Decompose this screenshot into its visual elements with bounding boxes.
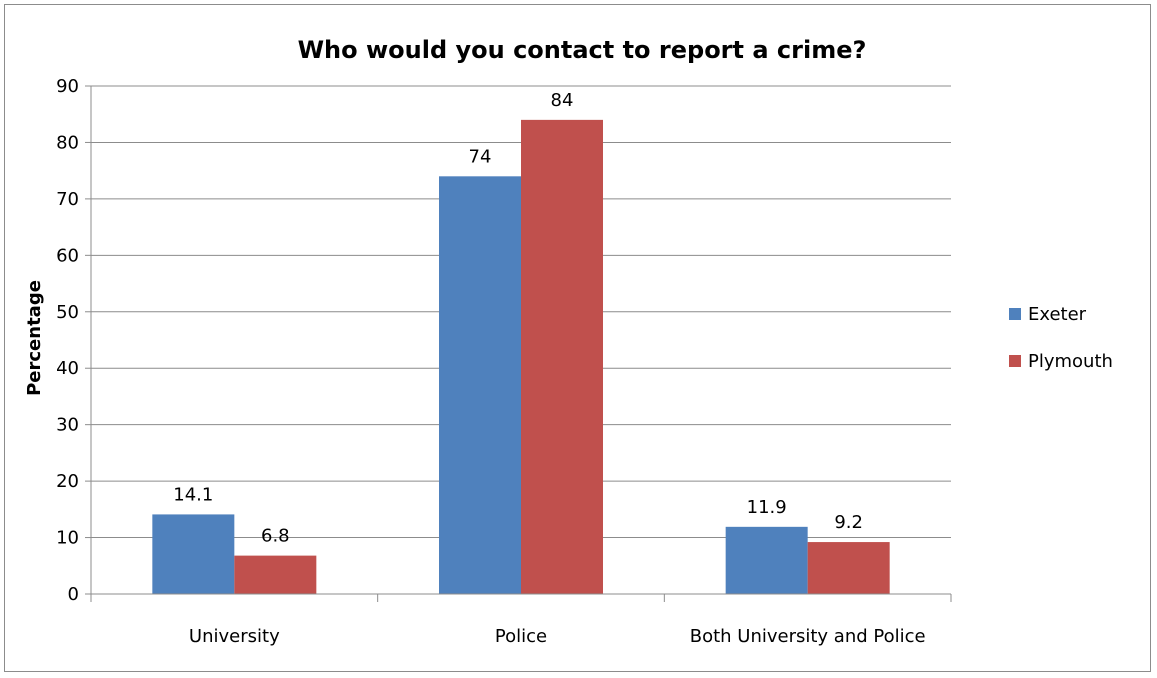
y-tick-label: 10 xyxy=(56,528,79,549)
y-tick-label: 60 xyxy=(56,245,79,266)
axes: 0 10 20 30 40 50 60 70 80 90 University Police Both … xyxy=(56,76,952,647)
data-label: 14.1 xyxy=(173,484,213,505)
data-labels: 14.1 6.8 74 84 11.9 9.2 xyxy=(173,90,863,547)
data-label: 6.8 xyxy=(261,526,290,547)
y-tick-label: 30 xyxy=(56,415,79,436)
legend-swatch-exeter xyxy=(1009,308,1021,320)
data-label: 9.2 xyxy=(834,512,863,533)
y-tick-label: 20 xyxy=(56,471,79,492)
x-tick-label: Both University and Police xyxy=(690,626,926,647)
y-tick-label: 80 xyxy=(56,132,79,153)
y-tick-label: 90 xyxy=(56,76,79,97)
y-tick-label: 40 xyxy=(56,358,79,379)
legend-label-plymouth: Plymouth xyxy=(1028,351,1113,372)
chart-title: Who would you contact to report a crime? xyxy=(298,36,867,64)
bar-exeter-2 xyxy=(725,526,808,594)
data-label: 84 xyxy=(551,90,574,111)
legend-swatch-plymouth xyxy=(1009,355,1021,367)
bar-plymouth-0 xyxy=(234,555,317,594)
y-tick-label: 70 xyxy=(56,189,79,210)
bars xyxy=(152,119,890,595)
y-tick-label: 0 xyxy=(68,584,79,605)
bar-plymouth-2 xyxy=(807,542,890,594)
bar-exeter-0 xyxy=(152,514,235,594)
data-label: 74 xyxy=(469,146,492,167)
y-tick-label: 50 xyxy=(56,302,79,323)
x-tick-label: University xyxy=(189,626,280,647)
bar-exeter-1 xyxy=(439,176,521,595)
bar-plymouth-1 xyxy=(521,119,603,594)
x-tick-label: Police xyxy=(495,626,547,647)
y-axis-label: Percentage xyxy=(24,280,45,396)
legend: Exeter Plymouth xyxy=(1009,304,1113,372)
legend-label-exeter: Exeter xyxy=(1028,304,1087,325)
data-label: 11.9 xyxy=(747,497,787,518)
